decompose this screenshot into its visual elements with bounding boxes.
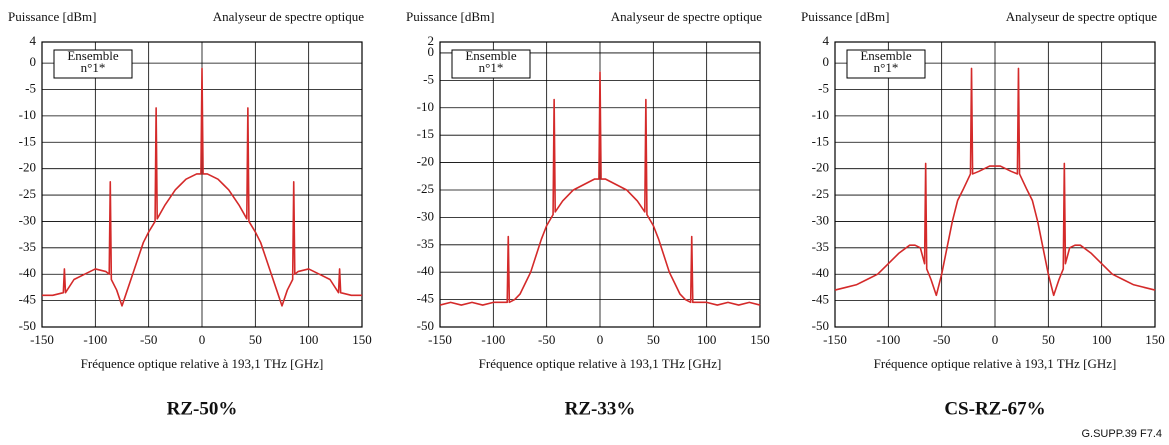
y-tick-label: -30 [812,212,829,227]
y-tick-label: -15 [812,133,829,148]
y-tick-label: -10 [19,107,36,122]
y-tick-label: -30 [19,212,36,227]
annotation-box [53,49,133,79]
x-tick-label: 150 [1145,332,1165,347]
y-tick-label: -25 [19,186,36,201]
x-tick-label: 0 [199,332,206,347]
x-tick-label: 50 [249,332,262,347]
x-tick-label: 100 [697,332,717,347]
y-tick-label: -35 [417,236,434,251]
x-tick-label: -100 [481,332,505,347]
y-tick-label: -35 [19,239,36,254]
x-tick-label: -150 [823,332,847,347]
y-axis-label: Puissance [dBm] [8,9,96,24]
x-tick-label: -100 [83,332,107,347]
chart-caption: RZ-50% [167,398,238,419]
chart-title: Analyseur de spectre optique [611,9,762,24]
y-tick-label: -20 [417,154,434,169]
y-tick-label: -5 [818,80,829,95]
y-tick-label: -45 [812,292,829,307]
annotation-text: n°1* [81,60,106,75]
y-tick-label: -50 [812,318,829,333]
chart-caption: CS-RZ-67% [944,398,1045,419]
x-tick-label: 0 [597,332,604,347]
x-axis-label: Fréquence optique relative à 193,1 THz [… [81,356,324,371]
annotation-text: Ensemble [860,48,911,63]
y-tick-label: -45 [417,291,434,306]
x-tick-label: 50 [647,332,660,347]
x-tick-label: -50 [538,332,555,347]
y-tick-label: -50 [19,318,36,333]
annotation-text: n°1* [479,60,504,75]
y-tick-label: -45 [19,292,36,307]
y-tick-label: -40 [417,263,434,278]
x-tick-label: -150 [30,332,54,347]
x-tick-label: 50 [1042,332,1055,347]
y-tick-label: -25 [417,181,434,196]
annotation-box [846,49,926,79]
x-tick-label: 150 [750,332,770,347]
chart-title: Analyseur de spectre optique [213,9,364,24]
x-tick-label: -150 [428,332,452,347]
chart-title: Analyseur de spectre optique [1006,9,1157,24]
spectrum-line [834,67,1156,297]
annotation-text: n°1* [874,60,899,75]
x-tick-label: -50 [140,332,157,347]
y-tick-label: -25 [812,186,829,201]
y-tick-label: -10 [417,99,434,114]
y-tick-label: -10 [812,107,829,122]
x-tick-label: 100 [299,332,319,347]
x-axis-label: Fréquence optique relative à 193,1 THz [… [479,356,722,371]
y-tick-label: -15 [19,133,36,148]
y-tick-label: -35 [812,239,829,254]
y-axis-label: Puissance [dBm] [801,9,889,24]
y-tick-label: -5 [25,80,36,95]
x-tick-label: -100 [876,332,900,347]
spectrum-line [42,67,362,307]
plot-frame [834,41,1156,328]
y-tick-label: -20 [812,160,829,175]
y-tick-label: 0 [428,44,435,59]
x-axis-label: Fréquence optique relative à 193,1 THz [… [874,356,1117,371]
y-tick-label: -30 [417,208,434,223]
annotation-text: Ensemble [465,48,516,63]
y-tick-label: 4 [30,33,37,48]
y-tick-label: 0 [823,54,830,69]
y-tick-label: -40 [19,265,36,280]
y-axis-label: Puissance [dBm] [406,9,494,24]
x-tick-label: -50 [933,332,950,347]
annotation-box [451,49,531,79]
spectrum-line [439,71,761,306]
y-tick-label: 0 [30,54,37,69]
plot-frame [439,41,761,328]
y-tick-label: 4 [823,33,830,48]
footer: G.SUPP.39 F7.4 [1081,428,1162,440]
annotation-text: Ensemble [67,48,118,63]
y-tick-label: -40 [812,265,829,280]
y-tick-label: -5 [423,71,434,86]
y-tick-label: -50 [417,318,434,333]
x-tick-label: 100 [1092,332,1112,347]
chart-caption: RZ-33% [565,398,636,419]
plot-frame [41,41,363,328]
y-tick-label: -20 [19,160,36,175]
y-tick-label: 2 [428,33,435,48]
x-tick-label: 0 [992,332,999,347]
x-tick-label: 150 [352,332,372,347]
y-tick-label: -15 [417,126,434,141]
